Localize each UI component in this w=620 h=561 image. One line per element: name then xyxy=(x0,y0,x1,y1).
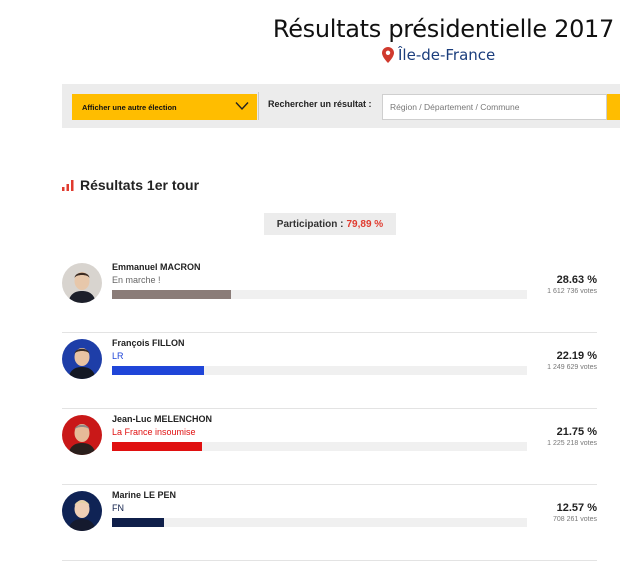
candidate-row[interactable]: François FILLON LR 22.19 % 1 249 629 vot… xyxy=(62,333,597,409)
candidate-party: La France insoumise xyxy=(112,427,196,437)
section-title: Résultats 1er tour xyxy=(62,177,199,193)
page-title: Résultats présidentielle 2017 xyxy=(272,15,614,43)
candidate-percent: 12.57 % xyxy=(556,502,597,514)
candidate-party: LR xyxy=(112,351,124,361)
bar-chart-icon xyxy=(62,179,74,191)
result-bar-fill xyxy=(112,518,165,527)
election-select[interactable]: Afficher une autre élection xyxy=(72,94,257,120)
candidate-percent: 22.19 % xyxy=(556,350,597,362)
candidate-party: FN xyxy=(112,503,124,513)
portrait-melenchon-icon xyxy=(62,415,102,455)
result-bar-fill xyxy=(112,366,205,375)
candidate-row[interactable]: Marine LE PEN FN 12.57 % 708 261 votes xyxy=(62,485,597,561)
candidate-party: En marche ! xyxy=(112,275,161,285)
candidate-votes: 1 249 629 votes xyxy=(547,364,597,371)
portrait-fillon-icon xyxy=(62,339,102,379)
chevron-down-icon xyxy=(235,102,249,111)
section-title-text: Résultats 1er tour xyxy=(80,177,200,193)
avatar xyxy=(62,339,102,379)
region-name: Île-de-France xyxy=(398,46,496,64)
participation-badge: Participation : 79,89 % xyxy=(264,213,396,235)
result-bar-track xyxy=(112,442,527,451)
result-bar-track xyxy=(112,518,527,527)
toolbar: Afficher une autre élection Rechercher u… xyxy=(62,84,620,128)
candidate-name: Jean-Luc MELENCHON xyxy=(112,414,213,424)
map-pin-icon xyxy=(382,47,394,63)
candidate-name: François FILLON xyxy=(112,338,185,348)
result-bar-fill xyxy=(112,290,231,299)
candidate-percent: 28.63 % xyxy=(556,274,597,286)
candidate-votes: 1 612 736 votes xyxy=(547,288,597,295)
avatar xyxy=(62,263,102,303)
candidate-votes: 708 261 votes xyxy=(553,516,597,523)
page-header: Résultats présidentielle 2017 xyxy=(273,14,614,44)
candidate-percent: 21.75 % xyxy=(556,426,597,438)
search-input[interactable] xyxy=(382,94,607,120)
candidate-row[interactable]: Jean-Luc MELENCHON La France insoumise 2… xyxy=(62,409,597,485)
participation-label: Participation : xyxy=(276,218,344,230)
search-button[interactable] xyxy=(607,94,620,120)
candidate-row[interactable]: Emmanuel MACRON En marche ! 28.63 % 1 61… xyxy=(62,257,597,333)
candidate-name: Emmanuel MACRON xyxy=(112,262,201,272)
portrait-lepen-icon xyxy=(62,491,102,531)
result-bar-fill xyxy=(112,442,203,451)
avatar xyxy=(62,415,102,455)
participation-value: 79,89 % xyxy=(346,218,384,230)
candidate-name: Marine LE PEN xyxy=(112,490,177,500)
result-bar-track xyxy=(112,290,527,299)
portrait-macron-icon xyxy=(62,263,102,303)
toolbar-divider xyxy=(258,92,259,120)
region-indicator: Île-de-France xyxy=(382,46,495,64)
election-select-label: Afficher une autre élection xyxy=(82,102,177,112)
candidate-votes: 1 225 218 votes xyxy=(547,440,597,447)
search-label: Rechercher un résultat : xyxy=(268,99,372,109)
avatar xyxy=(62,491,102,531)
result-bar-track xyxy=(112,366,527,375)
